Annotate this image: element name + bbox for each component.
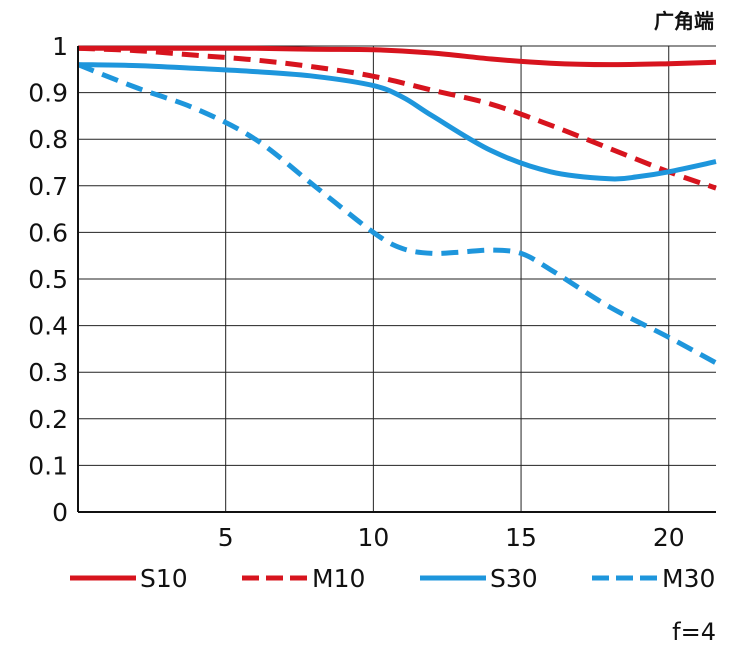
x-tick-label-1: 10 xyxy=(357,523,389,552)
legend-label-s30: S30 xyxy=(490,564,538,593)
y-tick-label-10: 1 xyxy=(52,32,68,61)
y-tick-label-8: 0.8 xyxy=(28,125,68,154)
x-tick-label-2: 15 xyxy=(505,523,537,552)
y-tick-label-5: 0.5 xyxy=(28,265,68,294)
chart-series-lines xyxy=(77,45,718,366)
y-tick-label-6: 0.6 xyxy=(28,218,68,247)
y-tick-label-0: 0 xyxy=(52,498,68,527)
legend-label-m30: M30 xyxy=(662,564,715,593)
chart-title: 广角端 xyxy=(654,9,714,33)
x-tick-label-0: 5 xyxy=(218,523,234,552)
chart-axes xyxy=(77,46,716,513)
legend-label-s10: S10 xyxy=(140,564,188,593)
series-line-m30 xyxy=(77,62,718,366)
aperture-annotation: f=4 xyxy=(672,618,716,646)
chart-tick-labels: 00.10.20.30.40.50.60.70.80.915 10 15 20 xyxy=(28,32,684,552)
chart-grid xyxy=(78,45,716,513)
y-tick-label-1: 0.1 xyxy=(28,451,68,480)
series-line-s30 xyxy=(77,62,717,182)
y-tick-label-7: 0.7 xyxy=(28,172,68,201)
chart-legend: S10 M10 S30 M30 xyxy=(70,564,715,593)
y-tick-label-2: 0.2 xyxy=(28,405,68,434)
y-tick-label-3: 0.3 xyxy=(28,358,68,387)
series-line-s10 xyxy=(77,45,717,68)
y-tick-label-9: 0.9 xyxy=(28,79,68,108)
y-tick-label-4: 0.4 xyxy=(28,312,68,341)
legend-label-m10: M10 xyxy=(312,564,365,593)
x-tick-label-3: 20 xyxy=(653,523,685,552)
series-line-m10 xyxy=(77,45,717,191)
